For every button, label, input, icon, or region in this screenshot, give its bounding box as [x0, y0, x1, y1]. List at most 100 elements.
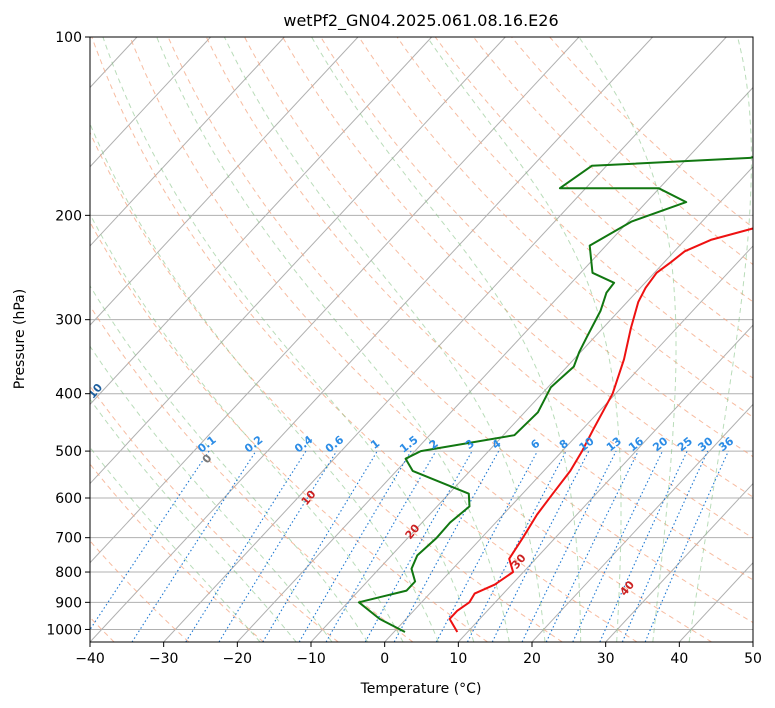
dry-adiabat	[167, 37, 753, 624]
x-tick-label: −10	[296, 651, 326, 667]
mixing-ratio-line	[262, 450, 378, 642]
dry-adiabat-label: 40	[617, 578, 637, 598]
dry-adiabat	[90, 131, 563, 642]
isotherm-line	[90, 37, 654, 642]
mixing-ratio-line	[644, 450, 729, 642]
sounding-profiles	[357, 156, 753, 633]
x-tick-label: 40	[670, 651, 688, 667]
dry-adiabat	[282, 37, 753, 498]
mixing-ratio-label: 0.6	[323, 433, 347, 455]
mixing-ratio-label: 0.2	[242, 433, 265, 455]
dry-adiabat	[90, 305, 414, 642]
moist-adiabat	[102, 37, 475, 642]
axes: −40 −30 −20 −10 0 10 20 30 40 5010020030040050060…	[46, 30, 762, 667]
y-tick-label: 500	[55, 444, 82, 460]
mixing-ratio-line	[185, 450, 307, 642]
y-tick-label: 800	[55, 565, 82, 581]
x-tick-label: −30	[149, 651, 179, 667]
x-tick-label: −20	[223, 651, 253, 667]
x-tick-label: −40	[75, 651, 105, 667]
moist-adiabat	[90, 398, 297, 642]
dry-adiabat	[90, 385, 339, 642]
moist-adiabats	[90, 37, 752, 642]
dry-adiabat	[129, 37, 712, 642]
isotherm-line	[90, 37, 212, 168]
moist-adiabat	[688, 37, 752, 642]
mixing-ratio-line	[599, 450, 688, 642]
moist-adiabat	[426, 37, 622, 642]
isotherm-line	[457, 324, 753, 642]
dry-adiabat	[205, 37, 753, 581]
y-tick-label: 900	[55, 595, 82, 611]
x-tick-label: 10	[449, 651, 467, 667]
mixing-ratio-line	[218, 450, 338, 642]
dry-adiabat	[320, 37, 753, 458]
overlay-labels: 0.10.20.40.611.52346810131620253036-100-…	[90, 381, 737, 599]
mixing-ratio-label: 3	[463, 437, 477, 452]
moist-adiabat	[156, 37, 510, 642]
moist-adiabat	[90, 345, 333, 642]
mixing-ratio-lines	[90, 450, 729, 642]
mixing-ratio-line	[545, 450, 639, 642]
mixing-ratio-line	[435, 450, 538, 642]
isotherm-line	[384, 245, 753, 642]
moist-adiabat	[223, 37, 546, 642]
mixing-ratio-label: 0.4	[292, 433, 316, 455]
y-tick-label: 700	[55, 531, 82, 547]
isotherm-line	[90, 37, 433, 406]
x-tick-label: 50	[744, 651, 762, 667]
isotherm-line	[0, 37, 63, 642]
temperature-profile	[448, 227, 753, 633]
y-tick-label: 100	[55, 30, 82, 46]
dry-adiabat	[511, 37, 753, 266]
mixing-ratio-line	[131, 450, 257, 642]
grid-layer	[0, 37, 753, 642]
mixing-ratio-label: 0.1	[195, 433, 218, 455]
dry-adiabats	[90, 37, 753, 642]
moist-adiabat	[90, 122, 439, 642]
dry-adiabat	[91, 37, 638, 642]
y-tick-label: 600	[55, 491, 82, 507]
plot-frame	[89, 36, 754, 643]
dewpoint-profile	[357, 156, 753, 633]
dry-adiabat-label: 0	[200, 452, 215, 466]
y-tick-label: 200	[55, 208, 82, 224]
y-axis-label: Pressure (hPa)	[12, 289, 28, 389]
isotherm-line	[163, 37, 727, 642]
moist-adiabat	[90, 213, 404, 642]
mixing-ratio-line	[90, 450, 210, 631]
dry-adiabat	[90, 463, 264, 642]
isotherm-line	[90, 37, 506, 485]
isotherm-line	[236, 86, 753, 642]
x-axis-label: Temperature (°C)	[360, 681, 482, 697]
moist-adiabat	[90, 284, 369, 642]
y-tick-label: 1000	[46, 622, 82, 638]
moist-adiabat	[311, 37, 582, 642]
x-tick-label: 30	[597, 651, 615, 667]
dry-adiabat	[434, 37, 753, 341]
mixing-ratio-label: 1	[368, 437, 382, 452]
isotherm-line	[752, 641, 753, 642]
mixing-ratio-line	[298, 450, 412, 642]
mixing-ratio-line	[393, 450, 500, 642]
isotherm-line	[90, 37, 285, 247]
mixing-ratio-label: 6	[528, 437, 542, 452]
y-tick-label: 300	[55, 313, 82, 329]
x-tick-label: 20	[523, 651, 541, 667]
mixing-ratio-line	[364, 450, 473, 642]
isotherm-line	[531, 403, 753, 642]
mixing-ratio-line	[491, 450, 590, 642]
y-tick-label: 400	[55, 387, 82, 403]
x-tick-label: 0	[380, 651, 389, 667]
chart-title: wetPf2_GN04.2025.061.08.16.E26	[283, 11, 558, 31]
mixing-ratio-line	[521, 450, 617, 642]
moist-adiabat	[578, 37, 677, 642]
mixing-ratio-line	[621, 450, 709, 642]
dry-adiabat	[90, 221, 488, 642]
isotherm-line	[90, 37, 359, 326]
isotherm-line	[678, 562, 753, 642]
isotherm-line	[605, 482, 753, 642]
isotherm-line	[90, 37, 580, 564]
dry-adiabat	[90, 540, 190, 642]
